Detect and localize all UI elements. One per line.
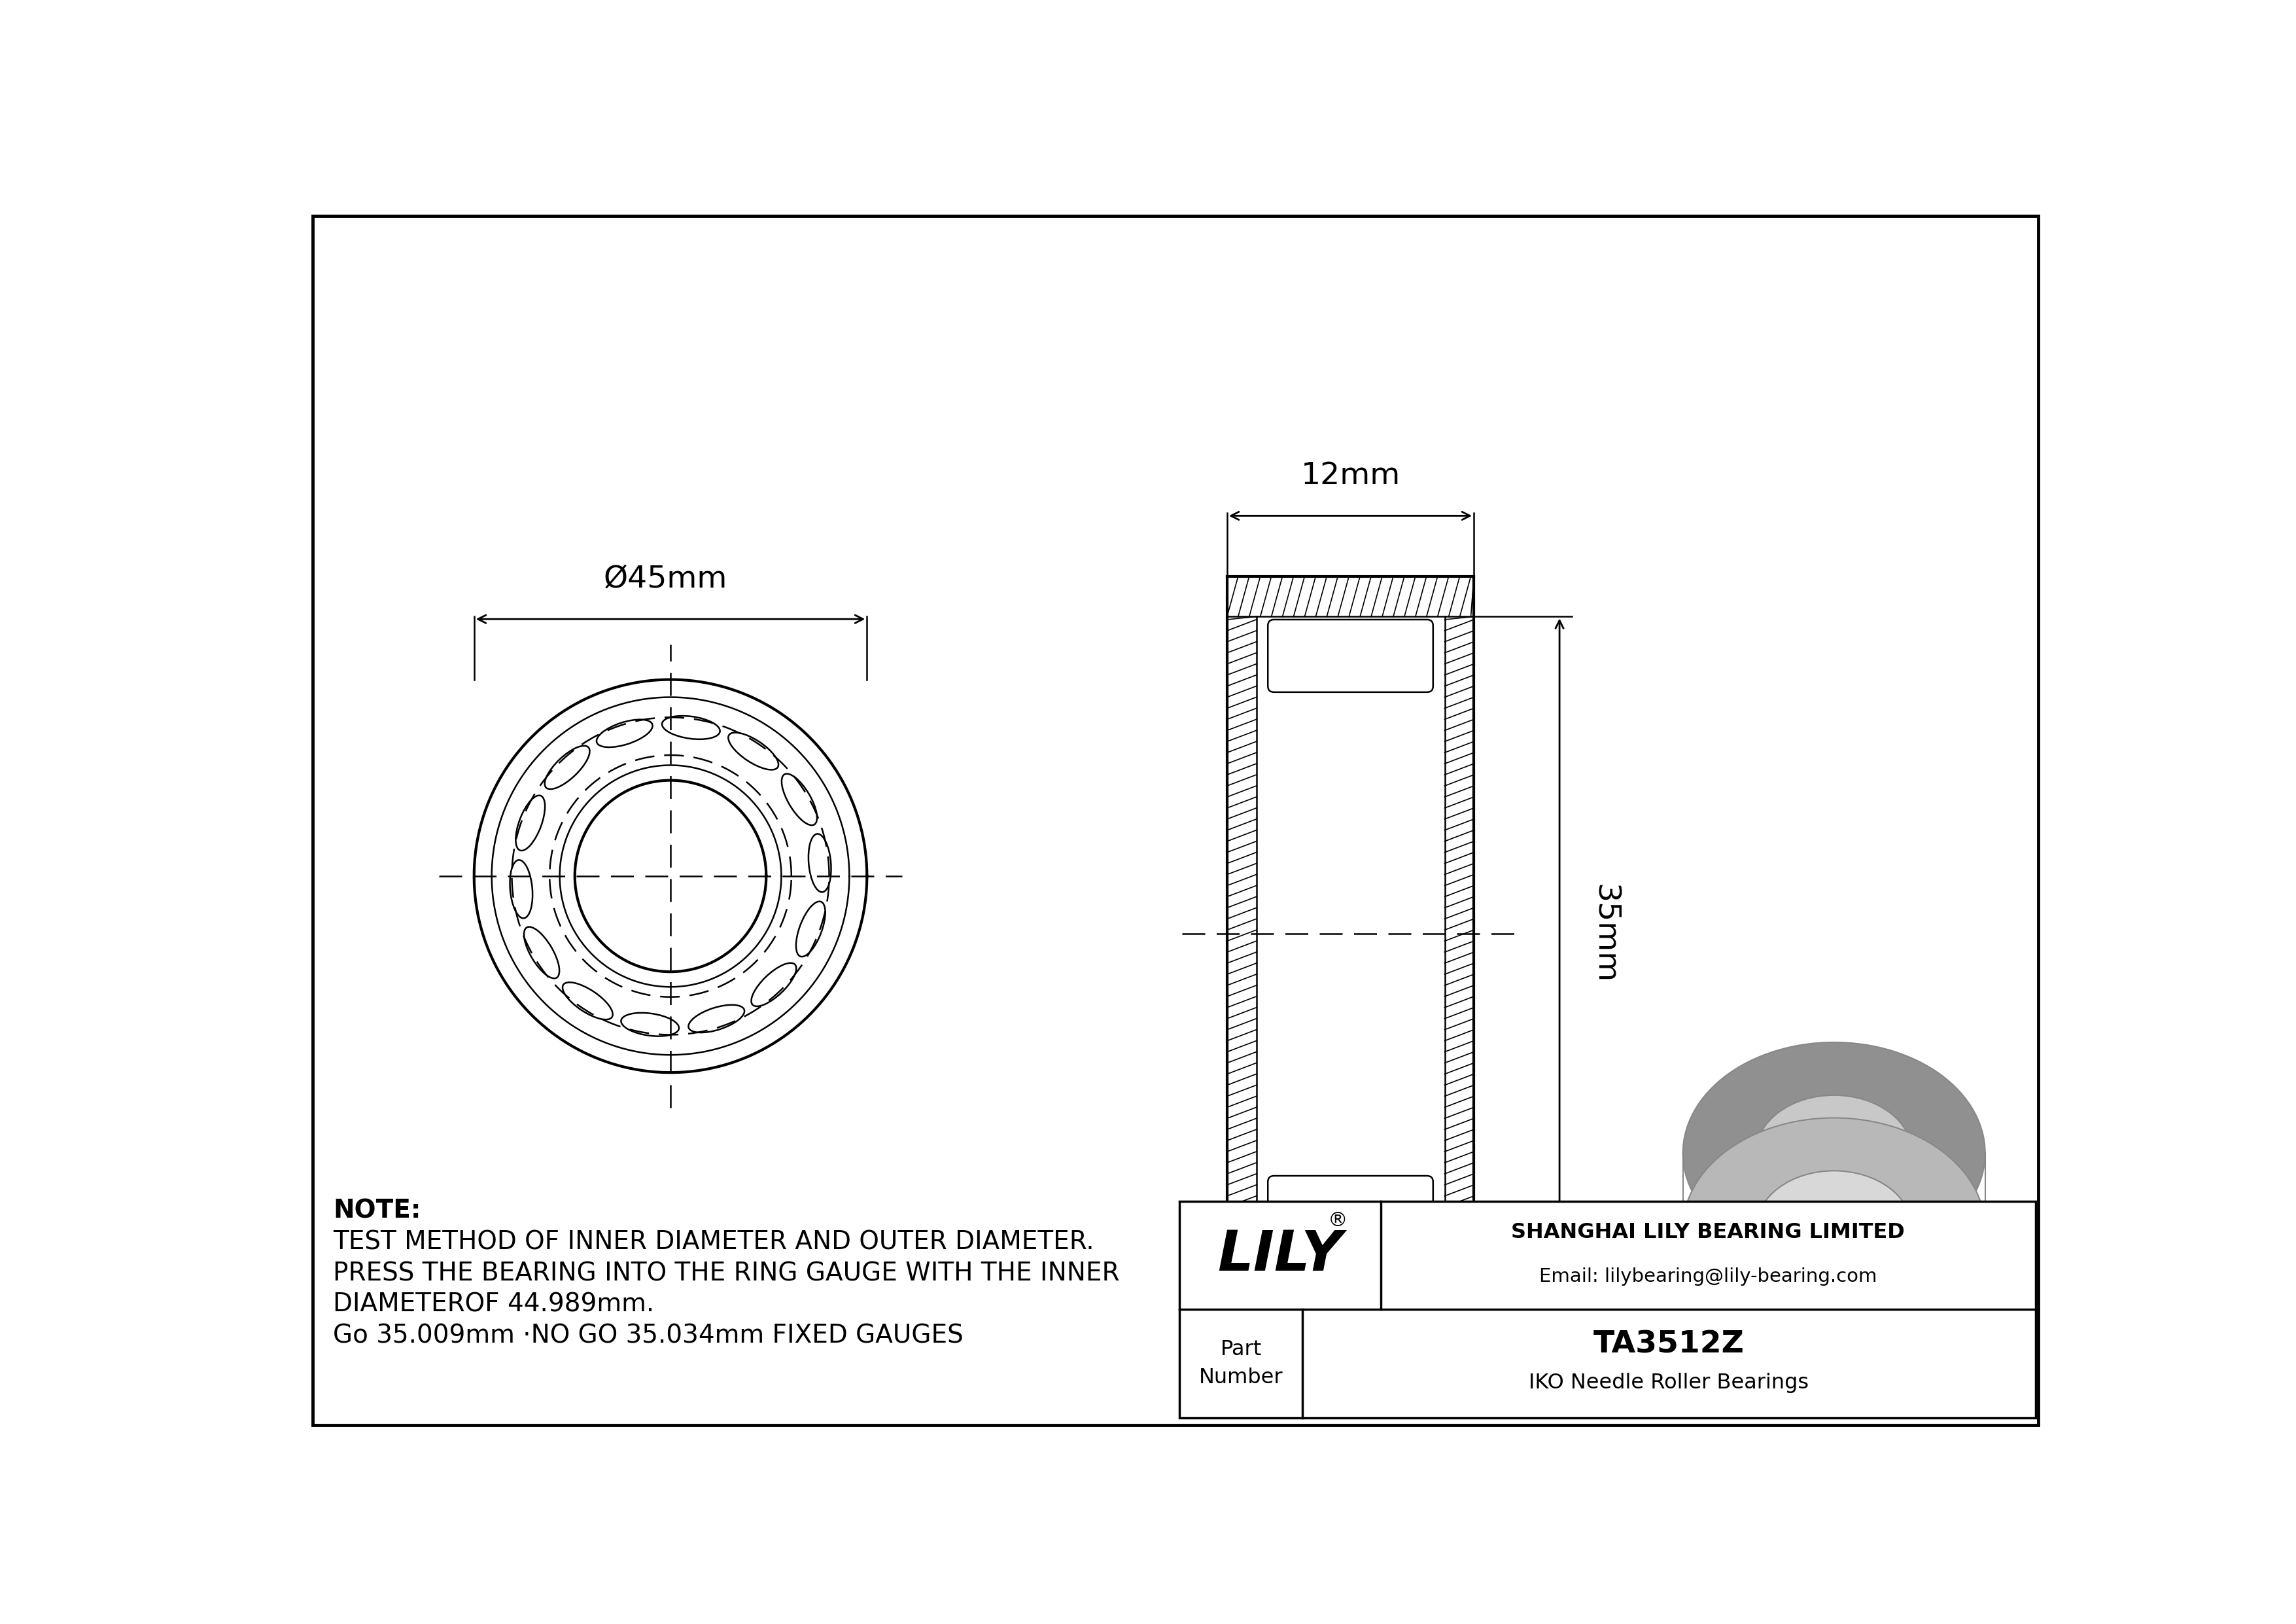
Text: Part: Part	[1219, 1340, 1261, 1359]
Text: PRESS THE BEARING INTO THE RING GAUGE WITH THE INNER: PRESS THE BEARING INTO THE RING GAUGE WI…	[333, 1260, 1120, 1286]
Text: SHANGHAI LILY BEARING LIMITED: SHANGHAI LILY BEARING LIMITED	[1511, 1223, 1906, 1242]
Ellipse shape	[1683, 1043, 1986, 1263]
Bar	[1180, 1202, 2037, 1418]
Text: DIAMETEROF 44.989mm.: DIAMETEROF 44.989mm.	[333, 1293, 654, 1317]
Text: 35mm: 35mm	[1589, 883, 1619, 984]
Text: ®: ®	[1327, 1212, 1348, 1231]
Text: LILY: LILY	[1217, 1228, 1343, 1283]
Text: NOTE:: NOTE:	[333, 1199, 420, 1223]
Text: Number: Number	[1199, 1367, 1283, 1389]
Text: TEST METHOD OF INNER DIAMETER AND OUTER DIAMETER.: TEST METHOD OF INNER DIAMETER AND OUTER …	[333, 1229, 1095, 1255]
Text: Ø45mm: Ø45mm	[604, 565, 728, 594]
Ellipse shape	[1756, 1171, 1913, 1286]
Text: Email: lilybearing@lily-bearing.com: Email: lilybearing@lily-bearing.com	[1538, 1267, 1878, 1286]
Ellipse shape	[1683, 1117, 1986, 1340]
Text: IKO Needle Roller Bearings: IKO Needle Roller Bearings	[1529, 1372, 1809, 1393]
Ellipse shape	[1756, 1095, 1913, 1212]
Text: Go 35.009mm ·NO GO 35.034mm FIXED GAUGES: Go 35.009mm ·NO GO 35.034mm FIXED GAUGES	[333, 1324, 964, 1348]
Text: 12mm: 12mm	[1300, 461, 1401, 490]
Text: TA3512Z: TA3512Z	[1593, 1330, 1745, 1359]
